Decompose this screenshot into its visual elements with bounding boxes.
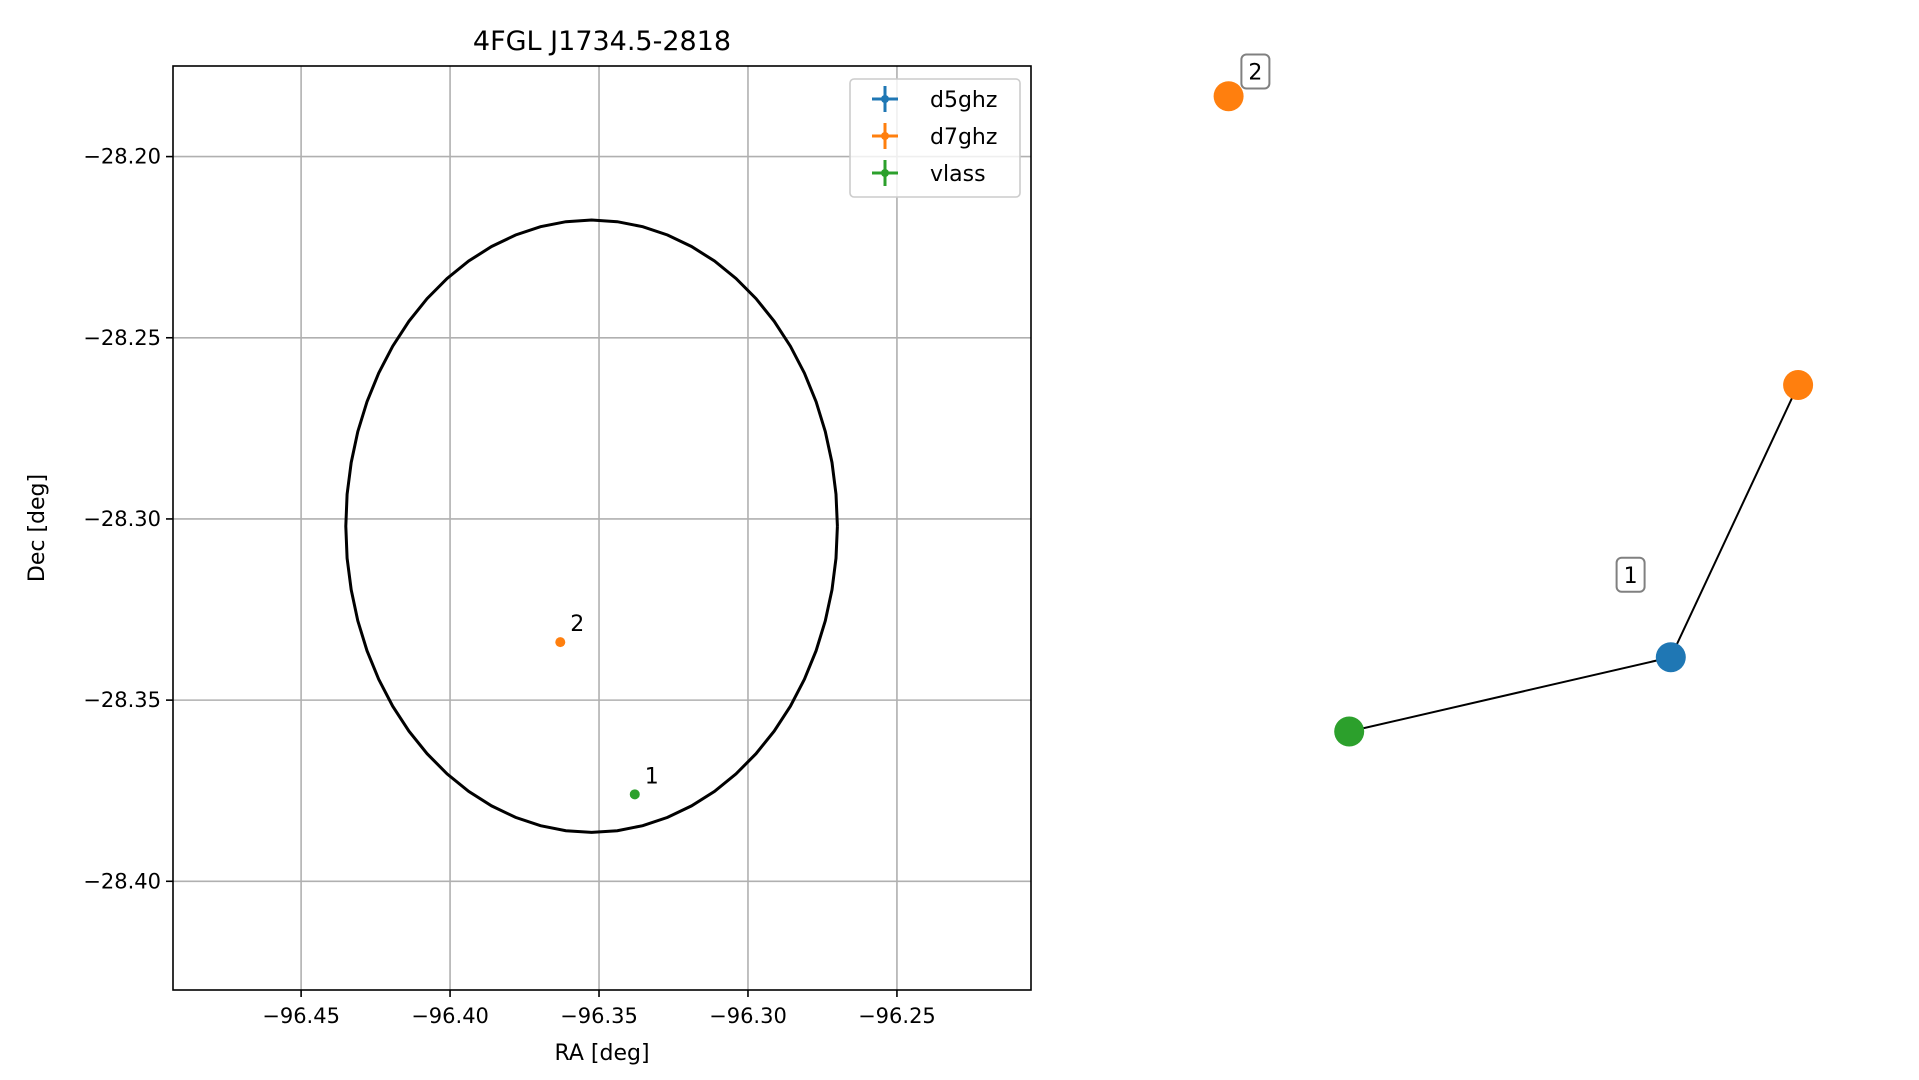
y-axis-ticks: −28.20 −28.25 −28.30 −28.35 −28.40 <box>83 145 173 893</box>
point-label: 2 <box>570 612 584 637</box>
network-nodes <box>1213 81 1814 747</box>
legend-marker-dot <box>881 95 889 103</box>
plot-marks: 21 <box>344 218 839 834</box>
network-node-blue <box>1655 642 1686 673</box>
y-tick-label: −28.30 <box>83 507 161 531</box>
x-axis-ticks: −96.45 −96.40 −96.35 −96.30 −96.25 <box>262 990 936 1028</box>
legend-marker-dot <box>881 132 889 140</box>
legend-item-d7ghz: d7ghz <box>872 123 997 150</box>
legend-item-vlass: vlass <box>872 160 986 187</box>
data-point-d7ghz <box>555 637 566 648</box>
network-labels: 21 <box>1240 53 1646 593</box>
network-label-text: 2 <box>1248 61 1262 86</box>
network-edges <box>1348 384 1800 733</box>
y-tick-label: −28.20 <box>83 145 161 169</box>
network-label-box <box>1240 53 1271 90</box>
network-node-orange-top <box>1213 81 1244 112</box>
network-label: 1 <box>1615 556 1646 593</box>
network-node-orange-right <box>1783 370 1814 400</box>
legend: d5ghz d7ghz vlass <box>849 78 1021 198</box>
y-tick-label: −28.40 <box>83 869 161 893</box>
legend-label: vlass <box>930 162 986 187</box>
network-node-green <box>1334 716 1365 747</box>
legend-label: d7ghz <box>930 125 997 150</box>
scatter-plot: 21 −96.45 −96.40 −96.35 −96.30 −96.25 −28.20… <box>25 26 1032 1066</box>
x-axis-label: RA [deg] <box>554 1041 649 1066</box>
x-tick-label: −96.40 <box>411 1004 489 1028</box>
legend-item-d5ghz: d5ghz <box>872 86 997 113</box>
network-label-text: 1 <box>1624 564 1638 589</box>
legend-marker-dot <box>881 169 889 177</box>
localization-ellipse <box>344 218 839 834</box>
chart-title: 4FGL J1734.5-2818 <box>473 26 731 57</box>
legend-label: d5ghz <box>930 88 997 113</box>
legend-frame <box>849 78 1021 198</box>
x-tick-label: −96.35 <box>560 1004 638 1028</box>
x-tick-label: −96.25 <box>858 1004 936 1028</box>
y-axis-label: Dec [deg] <box>25 474 50 582</box>
x-tick-label: −96.45 <box>262 1004 340 1028</box>
network-label-box <box>1615 556 1646 593</box>
plot-frame <box>172 65 1032 991</box>
x-tick-label: −96.30 <box>709 1004 787 1028</box>
y-tick-label: −28.35 <box>83 688 161 712</box>
network-label: 2 <box>1240 53 1271 90</box>
data-point-vlass <box>629 789 640 800</box>
y-tick-label: −28.25 <box>83 326 161 350</box>
network-graph: 21 <box>1213 53 1814 747</box>
point-label: 1 <box>645 764 659 789</box>
network-edge <box>1348 656 1672 733</box>
network-edge <box>1669 384 1800 658</box>
